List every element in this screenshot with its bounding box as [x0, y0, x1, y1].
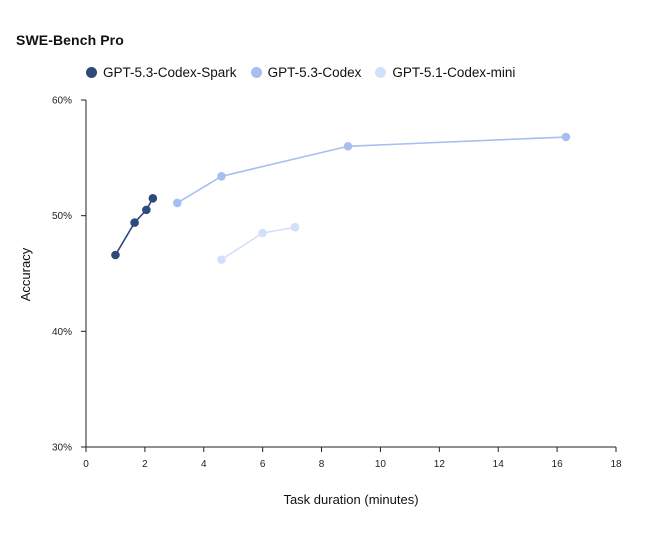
data-point — [142, 205, 151, 215]
x-tick-label: 0 — [83, 459, 89, 470]
series-0 — [111, 194, 158, 260]
legend-label-spark: GPT-5.3-Codex-Spark — [103, 65, 237, 80]
x-tick-label: 6 — [260, 459, 266, 470]
data-point — [172, 198, 182, 208]
data-point — [561, 132, 571, 142]
series-line — [176, 136, 566, 204]
legend-item-spark: GPT-5.3-Codex-Spark — [86, 65, 237, 80]
legend-marker-codex-mini — [375, 67, 387, 78]
data-point — [258, 228, 267, 238]
data-point — [130, 218, 139, 227]
legend-item-codex-mini: GPT-5.1-Codex-mini — [375, 65, 515, 80]
legend: GPT-5.3-Codex-Spark GPT-5.3-Codex GPT-5.… — [86, 65, 529, 80]
series-1 — [172, 132, 571, 208]
x-tick-label: 14 — [493, 459, 505, 470]
legend-label-codex-mini: GPT-5.1-Codex-mini — [392, 65, 516, 80]
legend-label-codex: GPT-5.3-Codex — [267, 65, 362, 80]
x-tick-label: 10 — [375, 459, 387, 470]
x-axis-label: Task duration (minutes) — [283, 492, 418, 507]
legend-marker-codex — [250, 67, 262, 78]
data-point — [290, 222, 300, 232]
y-tick-label: 50% — [52, 211, 72, 222]
legend-item-codex: GPT-5.3-Codex — [250, 65, 362, 80]
x-tick-label: 18 — [610, 459, 622, 470]
x-tick-label: 16 — [552, 459, 564, 470]
axes: 0 2 4 6 8 10 12 14 16 18 30% 40% 50% 60% — [52, 96, 622, 471]
data-point — [217, 172, 226, 181]
series-layer — [111, 132, 571, 264]
data-point — [111, 250, 120, 260]
data-point — [217, 255, 226, 264]
y-tick-label: 60% — [52, 96, 72, 107]
x-tick-label: 12 — [434, 459, 446, 470]
x-tick-label: 2 — [142, 459, 148, 470]
series-2 — [217, 222, 300, 264]
chart-title: SWE-Bench Pro — [16, 32, 124, 48]
y-tick-label: 40% — [52, 327, 72, 338]
legend-marker-spark — [86, 67, 97, 78]
y-tick-label: 30% — [52, 443, 72, 454]
data-point — [148, 194, 158, 203]
series-line — [221, 226, 296, 261]
data-point — [343, 141, 353, 151]
series-line — [114, 197, 154, 256]
y-axis-label: Accuracy — [18, 247, 33, 301]
x-tick-label: 4 — [201, 459, 207, 470]
x-tick-label: 8 — [319, 459, 325, 470]
